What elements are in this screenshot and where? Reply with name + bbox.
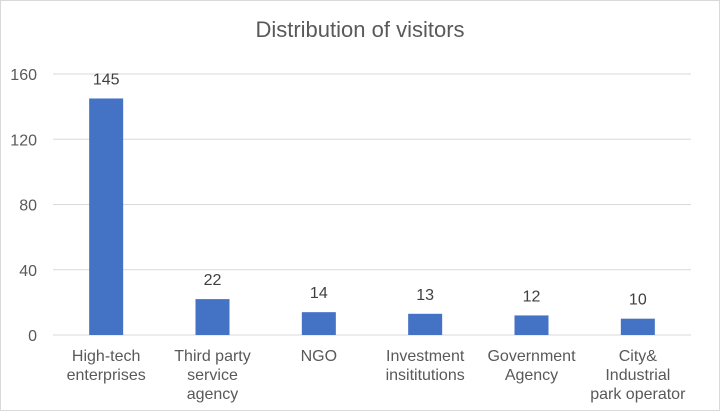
bar bbox=[301, 312, 336, 335]
bar bbox=[408, 313, 443, 335]
y-tick-label: 160 bbox=[10, 67, 37, 84]
x-category-label: High-tech enterprises bbox=[67, 348, 146, 384]
x-category-label: NGO bbox=[301, 348, 337, 365]
chart-title: Distribution of visitors bbox=[255, 17, 465, 42]
bar bbox=[514, 315, 549, 335]
y-tick-label: 0 bbox=[28, 328, 37, 345]
bar-value-label: 22 bbox=[204, 272, 222, 289]
y-tick-label: 80 bbox=[19, 198, 37, 215]
x-category-label: City& Industrial park operator bbox=[590, 348, 686, 403]
x-category-label: Investment insititutions bbox=[386, 348, 465, 384]
bar bbox=[195, 299, 230, 335]
bar-value-label: 13 bbox=[416, 287, 434, 304]
x-category-label: Government Agency bbox=[487, 348, 576, 384]
bar-value-label: 12 bbox=[523, 288, 541, 305]
y-tick-label: 120 bbox=[10, 132, 37, 149]
y-tick-label: 40 bbox=[19, 263, 37, 280]
bar-value-label: 10 bbox=[629, 292, 647, 309]
bar bbox=[89, 98, 124, 335]
bar-value-label: 145 bbox=[93, 71, 120, 88]
bar bbox=[620, 318, 655, 335]
bar-value-label: 14 bbox=[310, 285, 328, 302]
x-category-label: Third party service agency bbox=[174, 348, 250, 403]
